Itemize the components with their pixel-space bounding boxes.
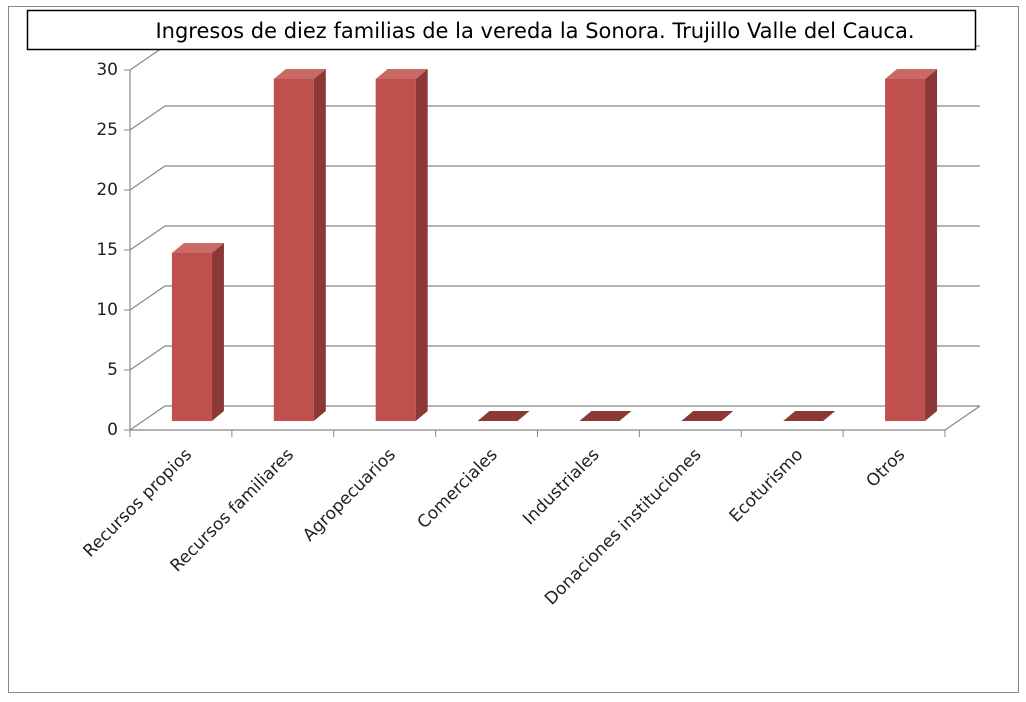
bar — [783, 411, 836, 421]
bar-top — [783, 411, 836, 421]
bar — [171, 243, 224, 421]
bar-top — [885, 69, 938, 79]
bar — [375, 69, 428, 421]
grid-line — [129, 405, 980, 431]
y-tick-label: 25 — [96, 120, 118, 140]
y-tick-label: 15 — [96, 240, 118, 260]
bar-front — [273, 79, 314, 421]
bar-top — [171, 243, 224, 253]
grid-line — [129, 105, 980, 131]
bar-top — [375, 69, 428, 79]
bar — [885, 69, 938, 421]
title-box — [26, 9, 977, 51]
bar-front — [171, 253, 212, 421]
bar — [273, 69, 326, 421]
bar-front — [375, 79, 416, 421]
chart-title: Ingresos de diez familias de la vereda l… — [155, 19, 914, 43]
y-tick-label: 20 — [96, 180, 118, 200]
bar-top — [273, 69, 326, 79]
bar-side — [211, 243, 224, 421]
y-tick-label: 0 — [107, 420, 118, 440]
bar-side — [415, 69, 428, 421]
grid-line — [129, 345, 980, 371]
bar-top — [477, 411, 530, 421]
bar-top — [681, 411, 734, 421]
floor-edge — [944, 405, 981, 431]
y-tick-label: 5 — [107, 360, 118, 380]
bar-side — [313, 69, 326, 421]
grid-line — [129, 285, 980, 311]
y-tick-label: 30 — [96, 60, 118, 80]
bar — [477, 411, 530, 421]
bar-front — [885, 79, 926, 421]
grid-line — [129, 225, 980, 251]
bar — [681, 411, 734, 421]
bar-top — [579, 411, 632, 421]
bar — [579, 411, 632, 421]
y-tick-label: 10 — [96, 300, 118, 320]
bar-side — [925, 69, 938, 421]
grid-line — [129, 165, 980, 191]
